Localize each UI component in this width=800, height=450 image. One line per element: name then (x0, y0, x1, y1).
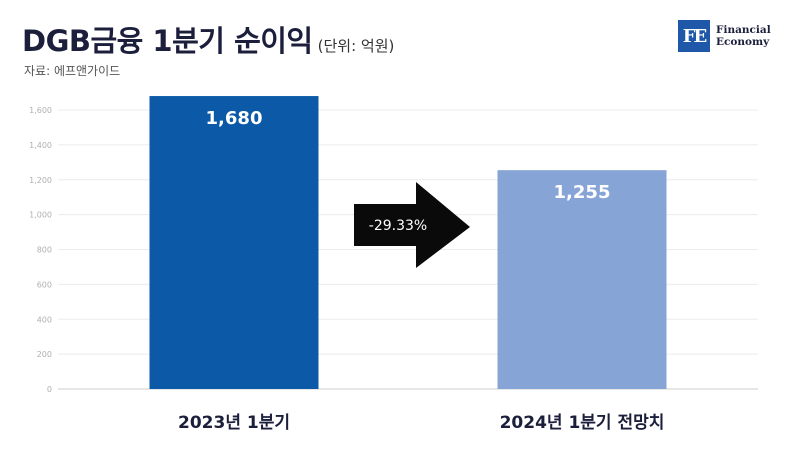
y-tick-label: 0 (47, 385, 52, 394)
y-tick-label: 200 (37, 350, 52, 359)
y-tick-label: 400 (37, 315, 52, 324)
source-note: 자료: 에프앤가이드 (24, 64, 121, 78)
title-row: DGB금융 1분기 순이익 (단위: 억원) (22, 18, 394, 60)
y-axis-ticks: 0 200 400 600 800 1,000 1,200 1,400 1,600 (29, 106, 52, 394)
chart-title: DGB금융 1분기 순이익 (22, 24, 313, 58)
y-tick-label: 1,600 (29, 106, 52, 115)
logo-line-1: Financial (716, 24, 771, 36)
change-arrow: -29.33% (354, 182, 470, 268)
bar-value-label: 1,680 (206, 108, 263, 129)
logo-text: Financial Economy (716, 24, 771, 48)
y-tick-label: 1,200 (29, 176, 52, 185)
bar (497, 170, 667, 389)
y-tick-label: 1,400 (29, 141, 52, 150)
y-tick-label: 600 (37, 280, 52, 289)
unit-label: (단위: 억원) (317, 37, 395, 55)
category-label: 2023년 1분기 (178, 413, 290, 433)
change-percent-label: -29.33% (369, 218, 427, 234)
brand-logo: FE Financial Economy (678, 20, 771, 52)
y-tick-label: 800 (37, 246, 52, 255)
bars: 1,680 2023년 1분기 1,255 2024년 1분기 전망치 (149, 96, 667, 433)
bar-value-label: 1,255 (554, 182, 611, 203)
bar (149, 96, 319, 390)
y-tick-label: 1,000 (29, 211, 52, 220)
right-arrow-icon (354, 182, 470, 268)
logo-mark-icon: FE (678, 20, 710, 52)
logo-line-2: Economy (716, 36, 770, 48)
category-label: 2024년 1분기 전망치 (500, 413, 665, 433)
